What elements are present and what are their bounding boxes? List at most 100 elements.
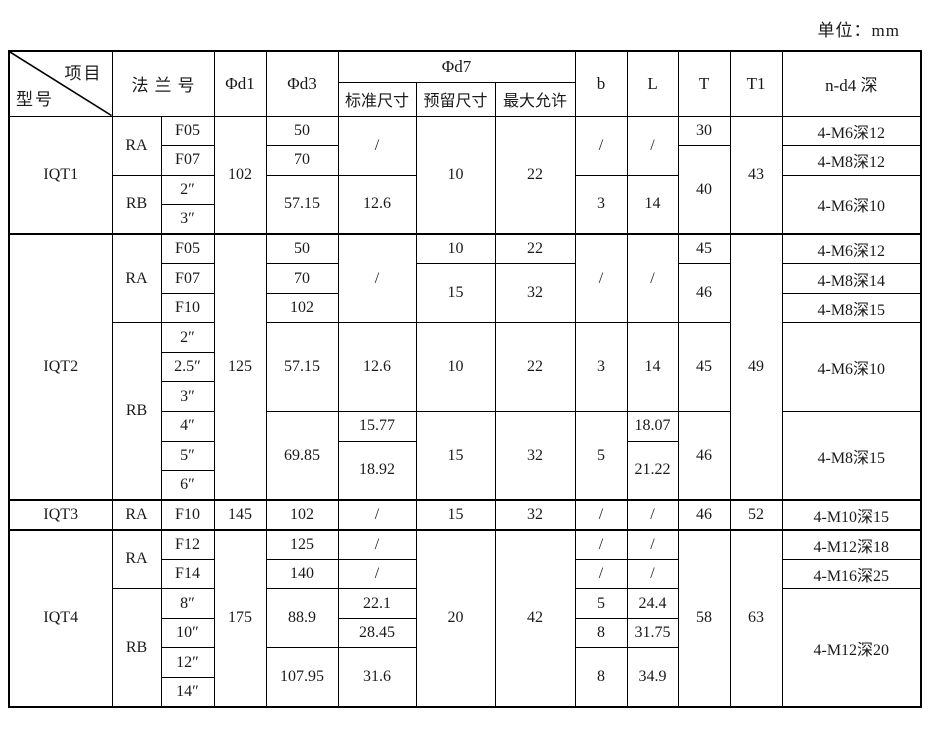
table-cell: 5″ [160, 440, 215, 472]
col-header-flange-no: 法兰号 [111, 50, 215, 117]
col-header-d3: Φd3 [265, 50, 339, 117]
col-header-d7: Φd7 [337, 50, 576, 83]
table-cell: 42 [494, 528, 576, 708]
table-cell: 58 [677, 528, 731, 708]
table-cell: 102 [213, 115, 267, 235]
model-cell: IQT1 [8, 115, 113, 235]
corner-label-item: 项目 [64, 64, 103, 83]
table-cell: 12.6 [337, 322, 417, 412]
table-row: 3″ [9, 204, 921, 235]
table-cell: 57.15 [265, 174, 339, 235]
table-cell: 10 [415, 322, 496, 412]
col-header-b: b [574, 50, 628, 117]
table-cell: 107.95 [265, 647, 339, 708]
table-cell: 6″ [160, 470, 215, 501]
table-cell: 69.85 [265, 410, 339, 501]
table-cell: / [626, 233, 679, 324]
table-cell: RA [111, 528, 162, 590]
table-row: F07 70 15 32 46 4-M8深14 [9, 263, 922, 324]
table-cell: 8 [574, 647, 628, 708]
table-cell: 15.77 [337, 410, 417, 442]
table-cell: 14″ [160, 676, 215, 708]
table-cell: / [574, 528, 628, 560]
table-cell: 15 [415, 410, 496, 501]
col-header-max-allowed: 最大允许 [494, 81, 576, 117]
table-cell: / [337, 115, 417, 176]
table-cell: 4-M16深25 [781, 558, 922, 590]
table-cell: F10 [160, 499, 215, 531]
table-cell: 4-M8深15 [781, 292, 922, 324]
table-cell: 57.15 [265, 322, 339, 412]
table-cell: / [574, 558, 628, 590]
table-cell: 125 [265, 528, 339, 560]
table-cell: 63 [729, 528, 783, 708]
table-cell: 45 [677, 322, 731, 412]
table-cell: 22 [494, 115, 576, 235]
table-cell: 4-M6深12 [781, 115, 922, 147]
table-cell: 46 [677, 499, 731, 531]
col-header-t: T [677, 50, 731, 117]
table-cell: 10 [415, 115, 496, 235]
table-row: 5″ 18.92 21.22 [9, 440, 921, 501]
table-cell: 34.9 [626, 647, 679, 708]
table-row: RB 2″ 57.15 12.6 3 14 4-M6深10 [9, 174, 922, 235]
col-header-standard-size: 标准尺寸 [337, 81, 417, 117]
table-cell: 43 [729, 115, 783, 235]
table-cell: 28.45 [337, 617, 417, 649]
table-cell: 50 [265, 115, 339, 147]
table-row: RB 8″ 88.9 22.1 5 24.4 4-M12深20 [9, 588, 922, 708]
corner-header-cell: 项目 型号 [8, 50, 113, 117]
table-cell: 2.5″ [160, 351, 215, 383]
table-cell: 22 [494, 233, 576, 265]
table-cell: 8″ [160, 588, 215, 619]
table-cell: 4-M12深20 [781, 588, 922, 708]
table-cell: RB [111, 588, 162, 708]
table-cell: / [574, 233, 628, 324]
table-cell: 4″ [160, 410, 215, 442]
table-row: IQT4 RA F12 175 125 / 20 42 / / 58 63 4-… [8, 528, 922, 708]
table-cell: / [626, 115, 679, 176]
table-cell: 31.6 [337, 647, 417, 708]
table-cell: 18.92 [337, 440, 417, 501]
table-cell: 70 [265, 145, 339, 176]
table-cell: 30 [677, 115, 731, 147]
table-row: 3″ [9, 381, 921, 412]
model-cell: IQT2 [8, 233, 113, 501]
table-cell: F07 [160, 263, 215, 294]
table-cell: / [626, 528, 679, 560]
col-header-l: L [626, 50, 679, 117]
diagonal-divider [10, 52, 112, 116]
table-cell: 40 [677, 145, 731, 235]
table-cell: F14 [160, 558, 215, 590]
table-cell: 46 [677, 410, 731, 501]
model-cell: IQT3 [8, 499, 113, 531]
table-cell: 4-M10深15 [781, 499, 922, 531]
table-cell: 12″ [160, 647, 215, 678]
col-header-nd4: n-d4 深 [781, 50, 922, 117]
table-cell: RA [111, 115, 162, 176]
table-cell: F12 [160, 528, 215, 560]
table-cell: 175 [213, 528, 267, 708]
table-cell: 32 [494, 263, 576, 324]
table-cell: 14 [626, 174, 679, 235]
table-cell: 70 [265, 263, 339, 294]
table-row: 4″ 69.85 15.77 15 32 5 18.07 46 4-M8深15 [9, 410, 922, 501]
table-cell: RB [111, 322, 162, 501]
table-row: IQT2 RA F05 125 50 / 10 22 / / 45 49 4-M… [8, 233, 922, 501]
table-cell: 31.75 [626, 617, 679, 649]
table-cell: 102 [265, 292, 339, 324]
table-cell: 32 [494, 410, 576, 501]
table-cell: 145 [213, 499, 267, 531]
model-cell: IQT4 [8, 528, 113, 708]
table-cell: 46 [677, 263, 731, 324]
table-cell: 3 [574, 322, 628, 412]
table-cell: / [337, 528, 417, 560]
table-cell: F05 [160, 115, 215, 147]
table-cell: 20 [415, 528, 496, 708]
unit-label: 单位：mm [817, 21, 900, 40]
table-cell: 3″ [160, 381, 215, 412]
col-header-t1: T1 [729, 50, 783, 117]
table-row: 14″ [9, 676, 921, 708]
header-row-1: 项目 型号 法兰号 Φd1 Φd3 Φd7 b L T T1 n-d4 深 [8, 50, 922, 117]
table-cell: 45 [677, 233, 731, 265]
